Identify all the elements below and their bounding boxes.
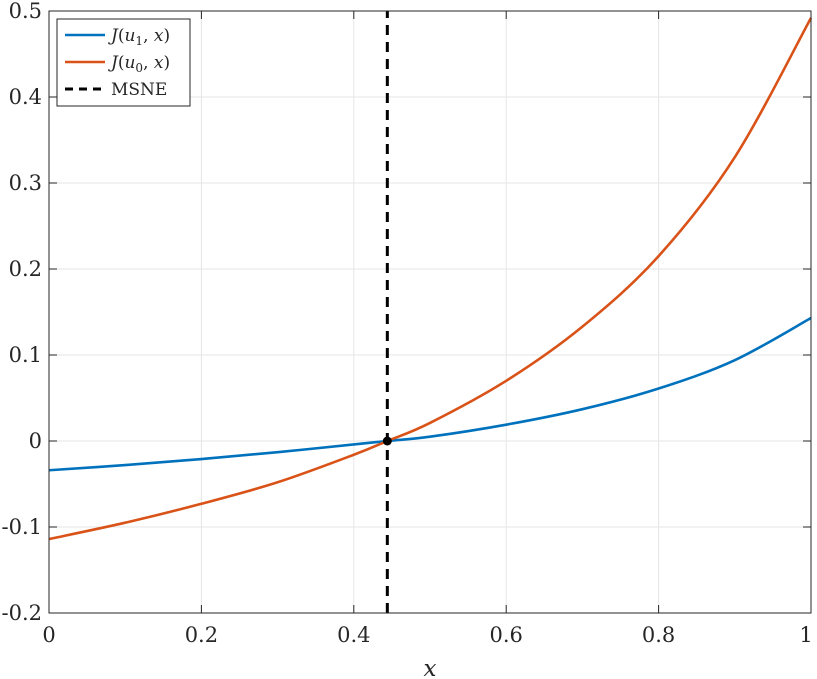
y-tick-label: -0.2	[2, 601, 43, 625]
y-tick-label: 0	[29, 429, 42, 453]
x-tick-label: 1	[799, 623, 812, 647]
msne-point	[382, 436, 392, 446]
series-line-j-u1	[48, 316, 812, 472]
tick-layer: 0 0.2 0.4 0.6 0.8 1 -0.2 -0.1 0 0.1 0.2 0.3 0.4 0.5	[2, 0, 813, 647]
x-tick-label: 0.6	[489, 623, 522, 647]
legend: J(u1, x) J(u0, x) MSNE	[56, 18, 191, 107]
series-line-j-u0	[48, 17, 813, 541]
y-tick-label: 0.3	[9, 171, 42, 195]
series-layer	[48, 11, 813, 613]
y-tick-label: 0.2	[9, 257, 42, 281]
y-tick-label: -0.1	[2, 515, 43, 539]
y-tick-label: 0.5	[9, 0, 42, 23]
x-tick-label: 0	[42, 623, 55, 647]
legend-label-2: MSNE	[111, 80, 167, 100]
x-tick-label: 0.8	[642, 623, 675, 647]
y-tick-label: 0.1	[9, 343, 42, 367]
legend-label-0: J(u1, x)	[108, 26, 170, 48]
x-tick-label: 0.4	[337, 623, 370, 647]
axes-box	[48, 10, 812, 614]
y-tick-label: 0.4	[9, 85, 42, 109]
x-axis-label: x	[424, 656, 437, 679]
legend-label-1: J(u0, x)	[108, 53, 170, 75]
plot-frame	[48, 10, 812, 614]
x-tick-label: 0.2	[185, 623, 218, 647]
